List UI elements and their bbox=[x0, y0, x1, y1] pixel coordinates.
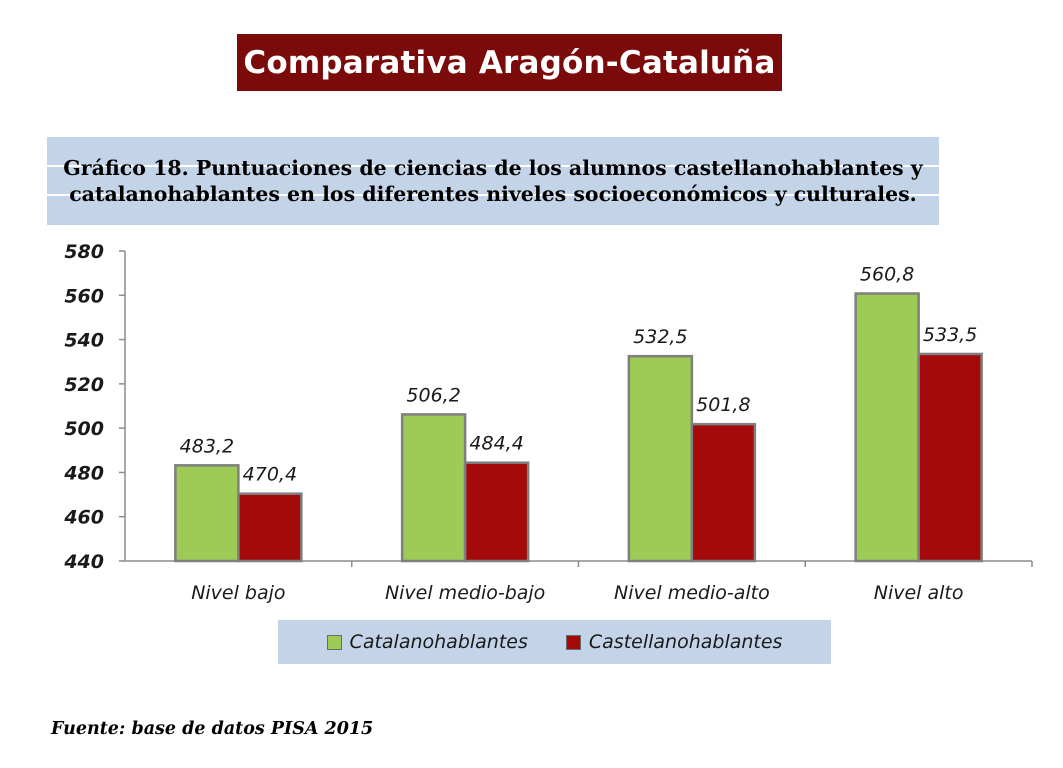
x-tick-label: Nivel bajo bbox=[191, 582, 285, 604]
bar-castilian bbox=[237, 492, 303, 563]
bar-castilian bbox=[917, 352, 983, 563]
legend-label-castilian: Castellanohablantes bbox=[588, 631, 783, 653]
x-tick-label: Nivel medio-alto bbox=[614, 582, 770, 604]
y-tick-label: 500 bbox=[64, 418, 104, 440]
bar-catalan bbox=[400, 413, 467, 563]
chart-heading-text: Gráfico 18. Puntuaciones de ciencias de … bbox=[63, 156, 923, 206]
source-note: Fuente: base de datos PISA 2015 bbox=[51, 719, 374, 739]
y-tick-label: 540 bbox=[64, 330, 104, 352]
x-tick-label: Nivel alto bbox=[874, 582, 964, 604]
y-tick-label: 460 bbox=[63, 507, 104, 529]
data-label: 533,5 bbox=[923, 324, 977, 346]
data-label: 506,2 bbox=[406, 384, 460, 406]
bar-catalan bbox=[627, 354, 694, 563]
legend-entry-catalan: Catalanohablantes bbox=[326, 631, 528, 653]
legend-label-catalan: Catalanohablantes bbox=[349, 631, 528, 653]
data-label: 560,8 bbox=[860, 264, 914, 286]
y-tick-label: 560 bbox=[64, 285, 104, 307]
legend-swatch-castilian bbox=[565, 634, 581, 650]
bar-castilian bbox=[463, 461, 530, 563]
y-tick-label: 580 bbox=[64, 241, 104, 263]
chart-legend: Catalanohablantes Castellanohablantes bbox=[278, 620, 831, 664]
bar-catalan bbox=[854, 292, 920, 563]
bar-catalan bbox=[174, 464, 240, 563]
bar-castilian bbox=[690, 422, 757, 563]
y-tick-label: 440 bbox=[63, 551, 104, 573]
data-label: 501,8 bbox=[696, 394, 750, 416]
y-tick-label: 480 bbox=[63, 462, 104, 484]
banner-title: Comparativa Aragón-Cataluña bbox=[237, 34, 782, 91]
heading-divider bbox=[47, 165, 939, 167]
chart-heading: Gráfico 18. Puntuaciones de ciencias de … bbox=[47, 137, 939, 225]
legend-entry-castilian: Castellanohablantes bbox=[565, 631, 783, 653]
legend-swatch-catalan bbox=[326, 634, 342, 650]
x-tick-label: Nivel medio-bajo bbox=[385, 582, 545, 604]
heading-divider bbox=[47, 194, 939, 196]
data-label: 483,2 bbox=[180, 435, 234, 457]
data-label: 532,5 bbox=[633, 326, 687, 348]
y-tick-label: 520 bbox=[64, 374, 104, 396]
data-label: 470,4 bbox=[243, 464, 297, 486]
data-label: 484,4 bbox=[469, 433, 523, 455]
